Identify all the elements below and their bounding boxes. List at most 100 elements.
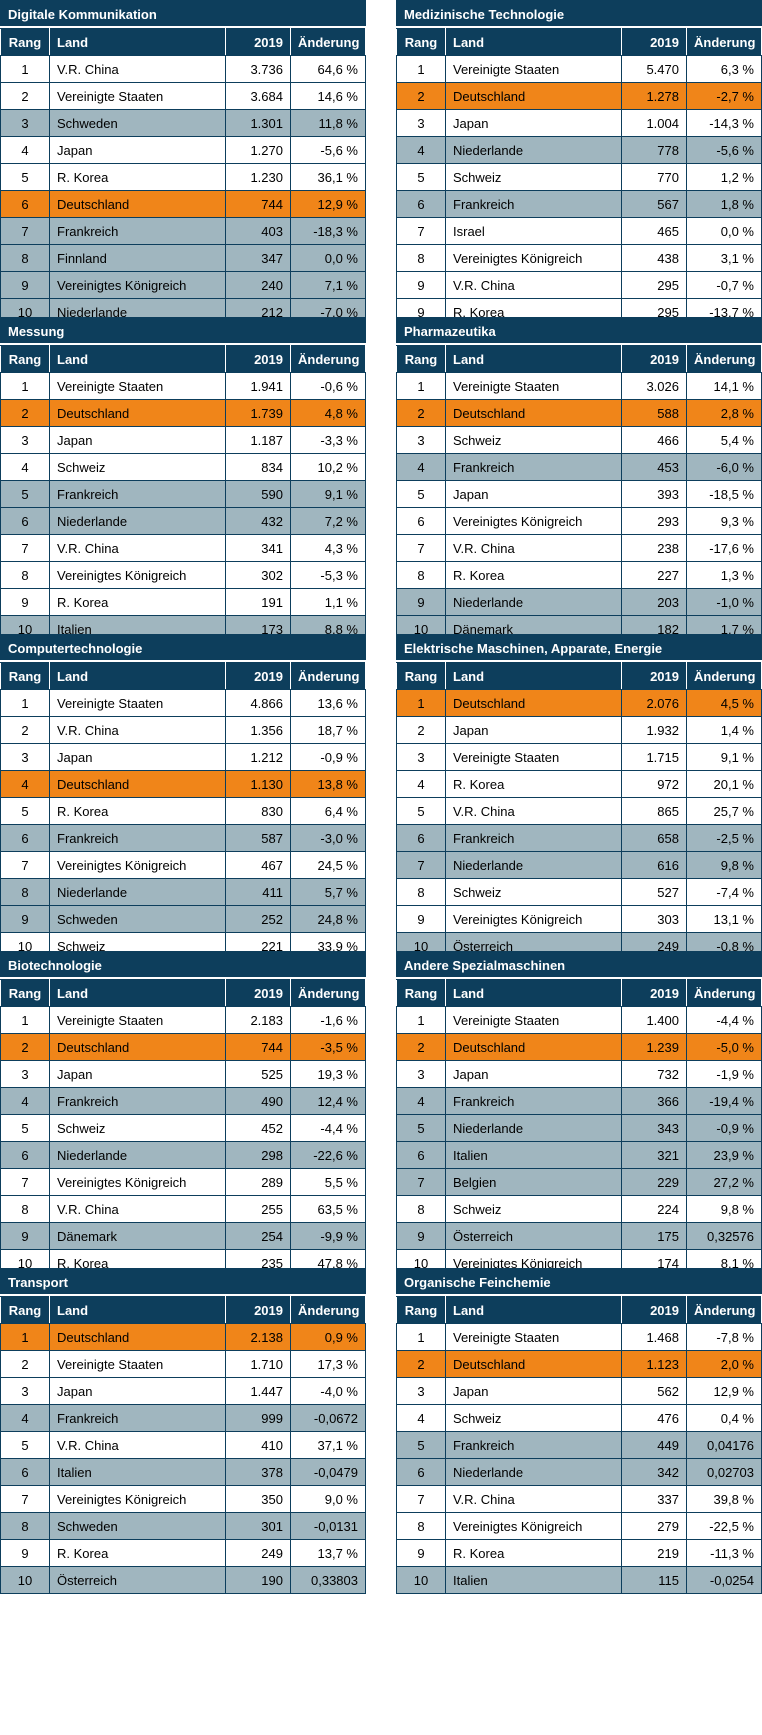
country-cell: Japan [49,1060,226,1088]
rank-cell: 8 [396,1512,446,1540]
value-cell: 411 [225,878,291,906]
value-cell: 1.130 [225,770,291,798]
value-cell: 403 [225,217,291,245]
table-row: 4 Frankreich 453 -6,0 % [396,453,762,481]
country-header: Land [49,979,226,1007]
country-cell: Japan [49,1377,226,1405]
table-row: 2 Deutschland 1.239 -5,0 % [396,1033,762,1061]
rank-cell: 6 [396,190,446,218]
change-cell: 0,02703 [686,1458,762,1486]
rank-cell: 1 [396,1323,446,1351]
rank-cell: 8 [396,561,446,589]
table-row: 3 Japan 732 -1,9 % [396,1060,762,1088]
country-cell: Deutschland [49,1323,226,1351]
rank-cell: 3 [0,109,50,137]
country-header: Land [445,979,622,1007]
value-cell: 229 [621,1168,687,1196]
value-cell: 343 [621,1114,687,1142]
rank-cell: 3 [0,426,50,454]
country-cell: Frankreich [49,217,226,245]
change-cell: 39,8 % [686,1485,762,1513]
country-header: Land [445,28,622,56]
value-cell: 453 [621,453,687,481]
country-cell: Japan [445,1377,622,1405]
rank-cell: 4 [396,136,446,164]
rank-cell: 4 [0,136,50,164]
table-row: 4 Schweiz 476 0,4 % [396,1404,762,1432]
table-row: 2 Japan 1.932 1,4 % [396,716,762,744]
value-cell: 830 [225,797,291,825]
change-header: Änderung [686,1296,762,1324]
country-cell: Vereinigtes Königreich [49,271,226,299]
country-cell: V.R. China [49,534,226,562]
table-row: 9 R. Korea 219 -11,3 % [396,1539,762,1567]
rank-header: Rang [396,979,446,1007]
country-cell: V.R. China [49,1431,226,1459]
table-row: 4 Frankreich 366 -19,4 % [396,1087,762,1115]
ranking-table: Rang Land 2019 Änderung 1 Vereinigte Staaten 5… [396,28,762,326]
rank-cell: 9 [396,905,446,933]
value-cell: 567 [621,190,687,218]
rank-cell: 4 [396,1087,446,1115]
rank-cell: 3 [396,1377,446,1405]
value-cell: 3.684 [225,82,291,110]
table-row: 5 R. Korea 830 6,4 % [0,797,366,825]
change-cell: -0,6 % [290,372,366,400]
change-cell: 9,0 % [290,1485,366,1513]
ranking-table: Rang Land 2019 Änderung 1 Deutschland 2.076 4,5… [396,662,762,960]
country-cell: Niederlande [445,1114,622,1142]
value-cell: 255 [225,1195,291,1223]
value-cell: 2.076 [621,689,687,717]
table-row: 7 V.R. China 337 39,8 % [396,1485,762,1513]
change-cell: 13,8 % [290,770,366,798]
change-cell: -9,9 % [290,1222,366,1250]
rank-cell: 5 [0,797,50,825]
country-cell: Japan [445,109,622,137]
change-cell: 13,6 % [290,689,366,717]
value-cell: 393 [621,480,687,508]
change-cell: -22,5 % [686,1512,762,1540]
value-cell: 219 [621,1539,687,1567]
country-header: Land [49,662,226,690]
table-row: 5 V.R. China 865 25,7 % [396,797,762,825]
table-row: 8 Schweden 301 -0,0131 [0,1512,366,1540]
table-row: 4 Japan 1.270 -5,6 % [0,136,366,164]
rank-cell: 5 [396,1114,446,1142]
change-cell: -0,0672 [290,1404,366,1432]
country-cell: Deutschland [445,82,622,110]
country-cell: Japan [49,426,226,454]
rank-cell: 9 [396,271,446,299]
rank-cell: 7 [0,217,50,245]
country-cell: Vereinigte Staaten [49,1350,226,1378]
value-cell: 438 [621,244,687,272]
change-header: Änderung [686,979,762,1007]
value-cell: 240 [225,271,291,299]
table-row: 1 Vereinigte Staaten 4.866 13,6 % [0,689,366,717]
value-cell: 1.447 [225,1377,291,1405]
rank-header: Rang [396,1296,446,1324]
value-cell: 467 [225,851,291,879]
table-row: 6 Frankreich 658 -2,5 % [396,824,762,852]
value-cell: 1.270 [225,136,291,164]
value-cell: 732 [621,1060,687,1088]
change-cell: 0,0 % [686,217,762,245]
country-cell: Frankreich [445,1431,622,1459]
table-row: 4 Niederlande 778 -5,6 % [396,136,762,164]
rank-cell: 4 [396,1404,446,1432]
rank-cell: 7 [396,217,446,245]
table-row: 8 Vereinigtes Königreich 438 3,1 % [396,244,762,272]
rank-cell: 2 [396,399,446,427]
panel-title: Digitale Kommunikation [0,0,366,28]
country-cell: Japan [49,743,226,771]
rank-cell: 2 [0,82,50,110]
value-cell: 562 [621,1377,687,1405]
rank-cell: 6 [396,1458,446,1486]
panel-title: Messung [0,317,366,345]
value-cell: 1.468 [621,1323,687,1351]
change-header: Änderung [290,1296,366,1324]
country-cell: Deutschland [49,190,226,218]
change-cell: 4,3 % [290,534,366,562]
value-cell: 1.932 [621,716,687,744]
change-cell: -1,6 % [290,1006,366,1034]
ranking-panel: Messung Rang Land 2019 Änderung 1 Vereinigte S… [0,317,366,643]
